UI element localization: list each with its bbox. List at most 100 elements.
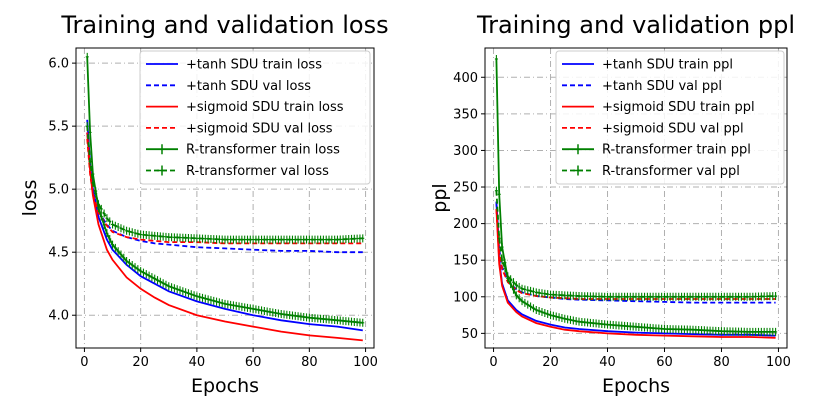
series-marker (330, 315, 334, 324)
legend-marker (157, 165, 167, 176)
series-marker (96, 200, 100, 209)
series-marker (534, 305, 538, 314)
series-marker (299, 235, 303, 244)
y-tick-label: 300 (453, 144, 478, 159)
series-marker (500, 256, 504, 265)
series-marker (276, 235, 280, 244)
series-marker (580, 317, 584, 326)
series-marker (310, 314, 314, 322)
series-marker (526, 286, 530, 295)
series-marker (702, 326, 706, 335)
series-marker (665, 292, 669, 301)
series-marker (623, 292, 627, 301)
series-marker (153, 274, 157, 283)
series-marker (571, 291, 575, 300)
series-marker (316, 314, 320, 323)
series-marker (719, 292, 723, 301)
series-marker (543, 289, 547, 298)
series-marker (338, 316, 342, 325)
series-marker (739, 327, 743, 336)
series-marker (608, 320, 612, 329)
legend-entry: R-transformer val loss (186, 164, 329, 179)
series-marker (85, 52, 89, 61)
series-marker (265, 307, 269, 316)
series-marker (765, 292, 769, 301)
series-marker (133, 263, 137, 272)
series-line-1 (495, 201, 776, 304)
series-marker (153, 231, 157, 240)
series-marker (617, 292, 621, 301)
series-marker (260, 306, 264, 315)
series-marker (262, 306, 266, 315)
series-marker (217, 235, 221, 244)
x-tick-label: 60 (656, 355, 673, 370)
series-marker (643, 292, 647, 301)
y-tick-label: 4.0 (48, 309, 69, 324)
series-marker (754, 292, 758, 301)
series-marker (282, 310, 286, 319)
series-marker (262, 235, 266, 244)
series-marker (319, 235, 323, 244)
series-marker (583, 318, 587, 327)
series-marker (531, 287, 535, 296)
series-marker (734, 327, 738, 336)
series-marker (338, 235, 342, 244)
series-marker (503, 264, 507, 273)
series-marker (170, 233, 174, 242)
series-marker (141, 268, 145, 277)
series-marker (577, 292, 581, 301)
series-marker (560, 314, 564, 322)
series-marker (108, 234, 112, 243)
legend-entry: +sigmoid SDU val ppl (602, 121, 744, 136)
series-marker (597, 292, 601, 301)
series-marker (560, 291, 564, 300)
series-marker (105, 214, 109, 223)
series-marker (361, 234, 365, 243)
series-marker (330, 235, 334, 244)
series-marker (497, 234, 501, 243)
series-marker (113, 221, 117, 230)
legend-entry: +sigmoid SDU val loss (186, 121, 333, 136)
series-marker (700, 326, 704, 335)
series-marker (540, 308, 544, 316)
series-marker (523, 298, 527, 307)
series-marker (175, 233, 179, 242)
series-marker (296, 312, 300, 321)
series-marker (657, 292, 661, 301)
series-marker (203, 234, 207, 243)
series-marker (574, 317, 578, 326)
series-marker (583, 292, 587, 301)
series-marker (350, 234, 354, 243)
series-marker (113, 243, 117, 252)
series-marker (645, 292, 649, 301)
series-marker (526, 300, 530, 309)
series-marker (178, 233, 182, 242)
series-marker (540, 289, 544, 298)
series-marker (347, 317, 351, 326)
series-marker (748, 327, 752, 336)
series-marker (603, 320, 607, 329)
series-marker (680, 325, 684, 334)
series-marker (122, 225, 126, 234)
series-marker (566, 291, 570, 300)
series-marker (215, 235, 219, 244)
series-marker (668, 325, 672, 334)
x-tick-label: 80 (713, 355, 730, 370)
series-marker (551, 290, 555, 299)
series-marker (220, 299, 224, 308)
series-marker (108, 217, 112, 226)
series-marker (248, 304, 252, 313)
series-marker (674, 292, 678, 301)
series-marker (700, 292, 704, 301)
series-marker (251, 235, 255, 244)
series-marker (714, 326, 718, 335)
series-marker (274, 308, 278, 317)
series-marker (240, 235, 244, 244)
series-marker (156, 232, 160, 241)
series-marker (594, 319, 598, 328)
series-marker (319, 314, 323, 323)
series-marker (229, 235, 233, 244)
series-marker (335, 316, 339, 325)
series-marker (170, 283, 174, 292)
series-marker (511, 285, 515, 294)
